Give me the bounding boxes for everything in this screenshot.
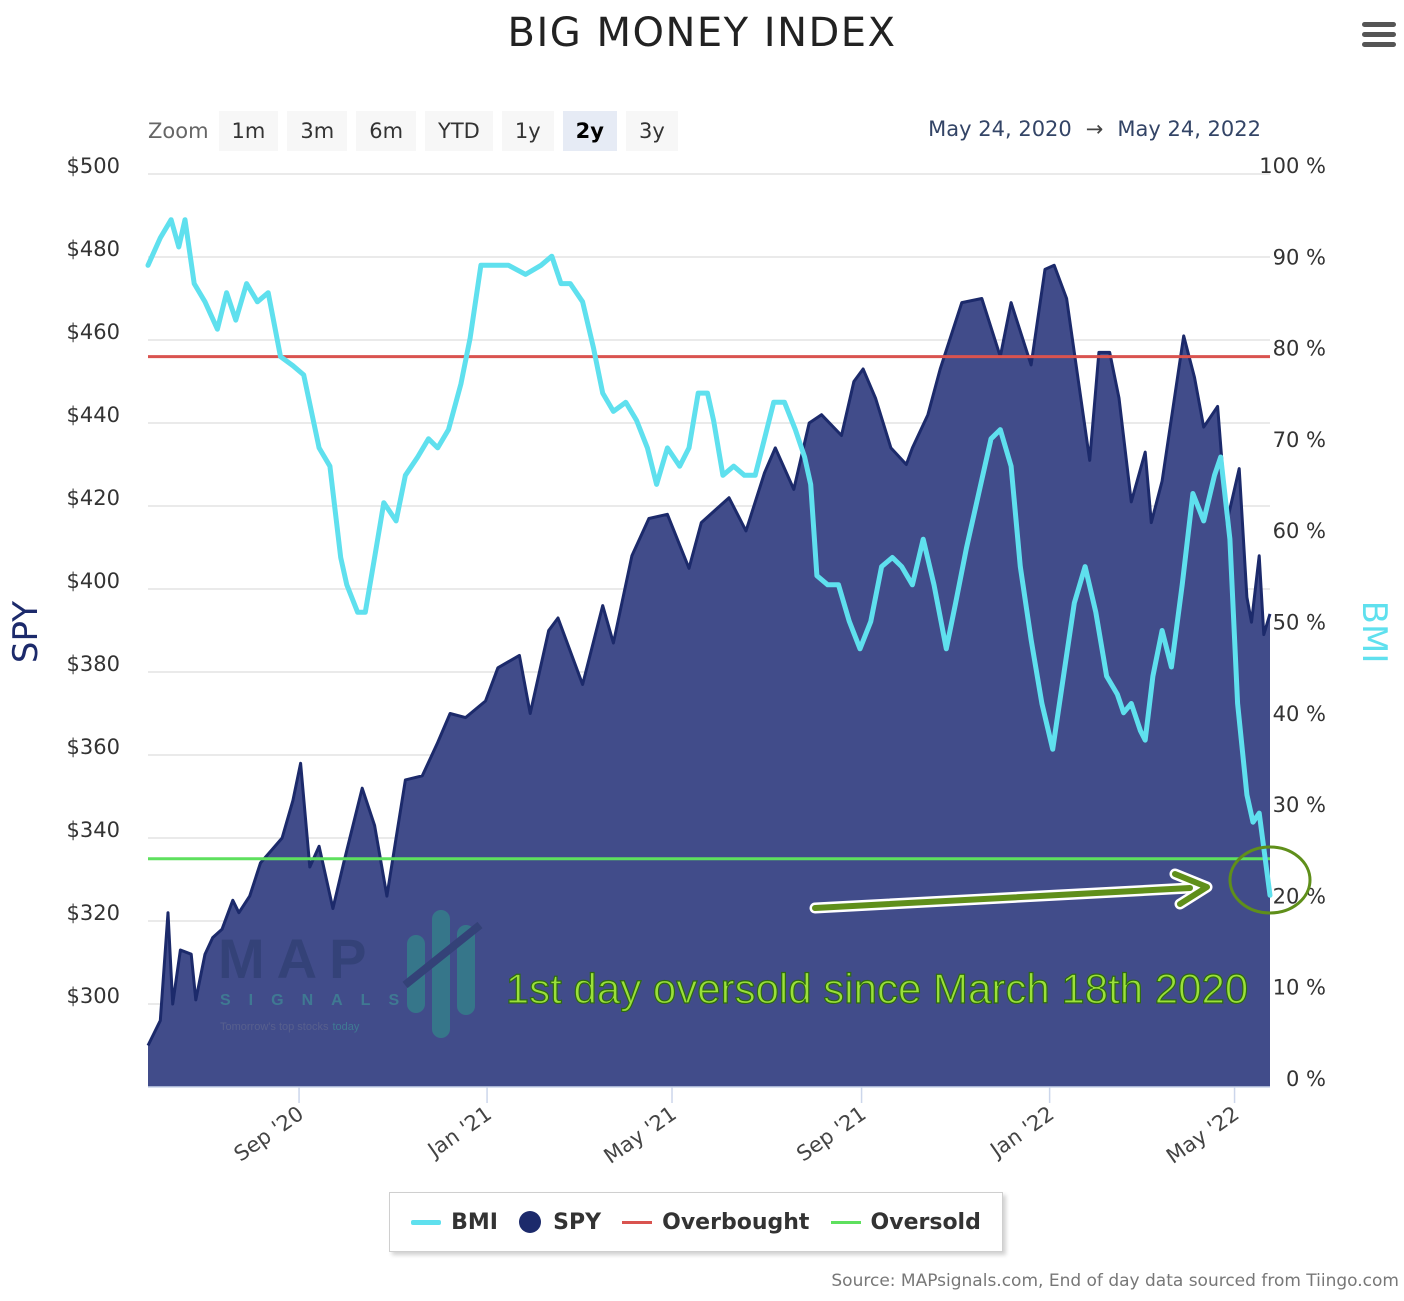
y-left-tick-label: $460 <box>67 320 120 344</box>
spy-line <box>146 263 1272 1047</box>
chart-plot: MAP SIGNALS Tomorrow's top stocks today $… <box>67 154 1326 1168</box>
y-right-tick-label: 60 % <box>1273 519 1326 543</box>
y-left-tick-label: $360 <box>67 735 120 759</box>
bmi-line-icon <box>411 1219 442 1225</box>
y-right-tick-label: 0 % <box>1286 1067 1326 1091</box>
legend-item-bmi[interactable]: BMI <box>411 1210 498 1235</box>
logo-sub: SIGNALS <box>220 992 417 1009</box>
logo-tagline: Tomorrow's top stocks today <box>220 1021 360 1033</box>
legend-label-oversold: Oversold <box>870 1209 981 1235</box>
legend: BMI SPY Overbought Oversold <box>389 1192 1003 1252</box>
range-arrow-icon: → <box>1085 117 1104 141</box>
y-left-tick-label: $340 <box>67 818 120 842</box>
y-left-tick-label: $420 <box>67 486 120 510</box>
y-left-tick-label: $400 <box>67 569 120 593</box>
overbought-line-icon <box>622 1220 653 1224</box>
y-right-tick-label: 100 % <box>1259 154 1326 178</box>
zoom-3m-button[interactable]: 3m <box>287 111 348 151</box>
x-tick-label: May '21 <box>599 1101 680 1168</box>
date-range: May 24, 2020 → May 24, 2022 <box>928 117 1261 141</box>
x-tick-label: Sep '21 <box>792 1101 870 1166</box>
y-right-tick-label: 70 % <box>1273 428 1326 452</box>
x-axis-ticks: Sep '20 Jan '21 May '21 Sep '21 Jan '22 May '… <box>148 1086 1270 1168</box>
bmi-line <box>145 217 1273 898</box>
x-tick-label: Jan '22 <box>984 1101 1058 1163</box>
zoom-toolbar: Zoom 1m 3m 6m YTD 1y 2y 3y <box>148 111 687 151</box>
mapsignals-logo: MAP SIGNALS Tomorrow's top stocks today <box>218 910 483 1038</box>
chart-title: BIG MONEY INDEX <box>507 10 897 56</box>
y-right-tick-label: 50 % <box>1273 611 1326 635</box>
legend-label-bmi: BMI <box>451 1209 498 1235</box>
y-left-tick-label: $380 <box>67 652 120 676</box>
y-left-tick-label: $480 <box>67 237 120 261</box>
y-left-tick-label: $440 <box>67 403 120 427</box>
zoom-3y-button[interactable]: 3y <box>625 111 678 151</box>
y-right-tick-label: 10 % <box>1273 976 1326 1000</box>
annotation-arrow <box>809 868 1213 914</box>
oversold-annotation: 1st day oversold since March 18th 2020 <box>506 965 1248 1012</box>
x-tick-label: Jan '21 <box>422 1101 496 1163</box>
legend-label-overbought: Overbought <box>662 1209 810 1235</box>
menu-icon[interactable] <box>1362 22 1396 50</box>
y-right-tick-label: 30 % <box>1273 793 1326 817</box>
legend-item-oversold[interactable]: Oversold <box>830 1209 981 1235</box>
spy-area <box>148 265 1270 1087</box>
y-axis-right-ticks: 100 % 90 % 80 % 70 % 60 % 50 % 40 % 30 % 20 % 10 … <box>1259 154 1326 1091</box>
y-left-tick-label: $300 <box>67 984 120 1008</box>
y-right-tick-label: 20 % <box>1273 884 1326 908</box>
zoom-6m-button[interactable]: 6m <box>356 111 417 151</box>
oversold-line-icon <box>830 1220 861 1224</box>
legend-label-spy: SPY <box>553 1209 602 1235</box>
zoom-1y-button[interactable]: 1y <box>501 111 554 151</box>
legend-item-spy[interactable]: SPY <box>519 1210 601 1235</box>
range-to[interactable]: May 24, 2022 <box>1117 117 1261 141</box>
x-tick-label: May '22 <box>1162 1101 1243 1168</box>
zoom-2y-button[interactable]: 2y <box>562 111 617 151</box>
y-right-tick-label: 90 % <box>1273 245 1326 269</box>
legend-item-overbought[interactable]: Overbought <box>622 1210 809 1235</box>
y-axis-left-ticks: $500 $480 $460 $440 $420 $400 $380 $360 $340 $320… <box>67 154 120 1008</box>
y-left-tick-label: $500 <box>67 154 120 178</box>
y-left-tick-label: $320 <box>67 901 120 925</box>
source-note: Source: MAPsignals.com, End of day data … <box>831 1271 1399 1291</box>
y-right-tick-label: 80 % <box>1273 337 1326 361</box>
logo-brand: MAP <box>218 927 378 990</box>
oversold-highlight-circle <box>1228 845 1312 915</box>
zoom-1m-button[interactable]: 1m <box>218 111 279 151</box>
zoom-ytd-button[interactable]: YTD <box>425 111 493 151</box>
spy-dot-icon <box>519 1211 542 1233</box>
range-from[interactable]: May 24, 2020 <box>928 117 1072 141</box>
y-right-tick-label: 40 % <box>1273 702 1326 726</box>
zoom-label: Zoom <box>148 119 209 143</box>
x-tick-label: Sep '20 <box>230 1101 308 1166</box>
